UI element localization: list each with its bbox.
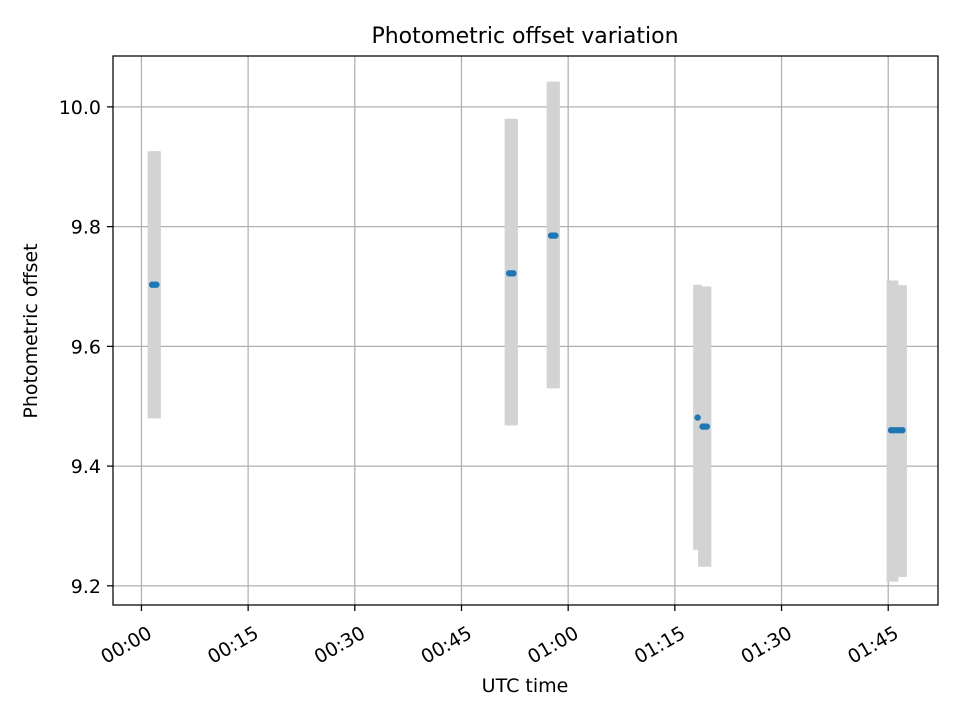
chart-title: Photometric offset variation <box>371 24 678 49</box>
data-point-8 <box>552 232 559 239</box>
y-tick-label-2: 9.6 <box>71 336 101 358</box>
y-tick-label-4: 10.0 <box>59 97 101 119</box>
x-axis-label: UTC time <box>482 675 569 697</box>
data-point-9 <box>694 414 701 421</box>
grid-layer <box>113 56 938 605</box>
y-tick-label-3: 9.8 <box>71 217 101 239</box>
y-axis-ticks: 9.2 9.4 9.6 9.8 10.0 <box>59 97 113 598</box>
y-axis-label: Photometric offset <box>20 243 42 418</box>
data-point-5 <box>510 270 517 277</box>
y-tick-label-0: 9.2 <box>71 576 101 598</box>
point-layer <box>148 232 906 434</box>
plot-frame <box>112 55 939 606</box>
data-point-2 <box>153 281 160 288</box>
y-tick-label-1: 9.4 <box>71 456 101 478</box>
data-point-17 <box>899 426 906 434</box>
data-point-12 <box>703 423 711 430</box>
